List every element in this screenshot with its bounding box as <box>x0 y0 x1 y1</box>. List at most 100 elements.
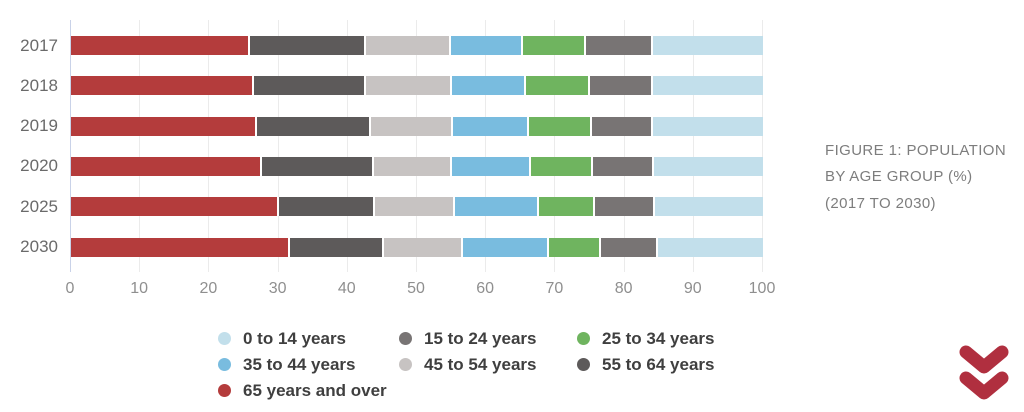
bar-row-2019 <box>71 116 763 136</box>
bar-segment-65-years-and-over <box>71 197 277 217</box>
legend-label: 35 to 44 years <box>243 354 356 374</box>
bar-segment-25-to-34-years <box>529 156 592 176</box>
scroll-down-double-chevron-icon[interactable] <box>958 344 1010 402</box>
bar-segment-15-to-24-years <box>592 197 653 217</box>
legend-swatch-icon <box>218 358 231 371</box>
bar-segment-25-to-34-years <box>547 237 599 257</box>
y-axis-label: 2020 <box>20 156 58 176</box>
bar-row-2018 <box>71 76 763 96</box>
bar-segment-45-to-54-years <box>368 116 451 136</box>
bar-segment-65-years-and-over <box>71 237 288 257</box>
bar-segment-0-to-14-years <box>650 76 763 96</box>
legend-item-0-to-14-years: 0 to 14 years <box>218 328 399 348</box>
bar-segment-45-to-54-years <box>364 76 450 96</box>
legend-item-65-years-and-over: 65 years and over <box>218 380 399 400</box>
legend-label: 25 to 34 years <box>602 328 715 348</box>
bar-segment-0-to-14-years <box>655 237 763 257</box>
bar-segment-55-to-64-years <box>276 197 373 217</box>
bar-segment-35-to-44-years <box>450 116 527 136</box>
bar-segment-15-to-24-years <box>589 116 651 136</box>
bar-segment-65-years-and-over <box>71 76 253 96</box>
bar-segment-65-years-and-over <box>71 116 256 136</box>
bar-segment-45-to-54-years <box>372 197 453 217</box>
bar-row-2025 <box>71 197 763 217</box>
figure-caption: FIGURE 1: POPULATION BY AGE GROUP (%) (2… <box>825 142 1007 212</box>
bar-segment-15-to-24-years <box>591 156 652 176</box>
x-axis-tick-label: 30 <box>268 280 287 297</box>
x-axis-tick-label: 10 <box>130 280 149 297</box>
x-axis-tick-label: 60 <box>476 280 495 297</box>
chart-legend: 0 to 14 years 15 to 24 years 25 to 34 year… <box>218 328 777 400</box>
bar-segment-55-to-64-years <box>287 237 382 257</box>
gridline <box>277 20 279 272</box>
legend-item-25-to-34-years: 25 to 34 years <box>577 328 777 348</box>
legend-swatch-icon <box>218 384 231 397</box>
legend-swatch-icon <box>399 332 412 345</box>
bar-segment-35-to-44-years <box>448 36 521 55</box>
bar-segment-15-to-24-years <box>587 76 651 96</box>
gridline <box>623 20 625 272</box>
bar-segment-15-to-24-years <box>598 237 656 257</box>
bar-segment-65-years-and-over <box>71 156 260 176</box>
legend-label: 0 to 14 years <box>243 328 347 348</box>
legend-label: 65 years and over <box>243 380 387 400</box>
x-axis-tick-label: 20 <box>199 280 218 297</box>
bar-segment-55-to-64-years <box>248 36 364 55</box>
x-axis-tick-label: 40 <box>337 280 356 297</box>
x-axis-tick-label: 70 <box>545 280 564 297</box>
y-axis-label: 2030 <box>20 237 58 257</box>
gridline <box>692 20 694 272</box>
x-axis-tick-label: 90 <box>683 280 702 297</box>
bar-segment-55-to-64-years <box>259 156 372 176</box>
bar-segment-0-to-14-years <box>651 156 763 176</box>
bar-segment-55-to-64-years <box>255 116 369 136</box>
bar-segment-25-to-34-years <box>527 116 590 136</box>
bar-segment-0-to-14-years <box>650 116 763 136</box>
y-axis-label: 2017 <box>20 35 58 55</box>
gridline <box>208 20 210 272</box>
bar-segment-0-to-14-years <box>650 36 763 55</box>
bar-row-2030 <box>71 237 763 257</box>
gridline <box>346 20 348 272</box>
gridline <box>416 20 417 272</box>
bar-row-2020 <box>71 156 763 176</box>
double-chevron-down-glyph <box>959 345 1009 400</box>
bar-row-2017 <box>71 36 763 55</box>
bar-segment-35-to-44-years <box>452 197 537 217</box>
bar-segment-25-to-34-years <box>536 197 593 217</box>
gridline <box>485 20 487 272</box>
legend-item-15-to-24-years: 15 to 24 years <box>399 329 577 348</box>
bar-segment-45-to-54-years <box>381 237 462 257</box>
x-axis-tick-label: 0 <box>65 280 75 297</box>
x-axis-tick-label: 50 <box>407 280 425 297</box>
gridline <box>554 20 556 272</box>
gridline <box>762 20 763 272</box>
legend-item-55-to-64-years: 55 to 64 years <box>577 354 777 374</box>
legend-label: 45 to 54 years <box>424 354 537 374</box>
bar-segment-35-to-44-years <box>450 156 530 176</box>
legend-item-35-to-44-years: 35 to 44 years <box>218 354 399 374</box>
x-axis-tick-label: 100 <box>748 280 776 297</box>
bar-segment-45-to-54-years <box>372 156 451 176</box>
y-axis-label: 2019 <box>20 116 58 136</box>
bar-segment-35-to-44-years <box>449 76 525 96</box>
y-axis-label: 2025 <box>20 196 58 216</box>
legend-swatch-icon <box>399 358 412 371</box>
legend-swatch-icon <box>218 332 231 345</box>
gridline <box>139 20 141 272</box>
bar-segment-25-to-34-years <box>524 76 588 96</box>
y-axis-label: 2018 <box>20 75 58 95</box>
legend-item-45-to-54-years: 45 to 54 years <box>399 354 577 374</box>
legend-swatch-icon <box>577 358 590 371</box>
bar-segment-65-years-and-over <box>71 36 249 55</box>
bar-segment-45-to-54-years <box>363 36 449 55</box>
plot-area <box>70 20 763 272</box>
legend-label: 55 to 64 years <box>602 354 715 374</box>
bar-segment-25-to-34-years <box>520 36 585 55</box>
legend-swatch-icon <box>577 332 590 345</box>
x-axis-tick-label: 80 <box>614 280 633 297</box>
bar-segment-0-to-14-years <box>652 197 763 217</box>
bar-segment-55-to-64-years <box>252 76 365 96</box>
bar-segment-15-to-24-years <box>584 36 651 55</box>
